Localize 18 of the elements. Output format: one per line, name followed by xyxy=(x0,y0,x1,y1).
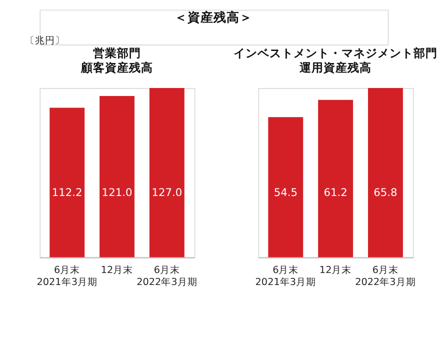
x-tick-label: 6月末 2021年3月期 xyxy=(36,264,98,288)
chart-subtitle: 顧客資産残高 xyxy=(80,60,154,75)
chart-subtitle: 運用資産残高 xyxy=(298,60,372,75)
x-tick-label: 6月末 2021年3月期 xyxy=(255,264,316,288)
x-tick-label: 12月末 xyxy=(319,264,352,276)
data-label: 54.5 xyxy=(274,186,298,199)
chart-title: 営業部門 xyxy=(93,46,142,60)
data-label: 121.0 xyxy=(102,186,132,199)
x-tick-label: 12月末 xyxy=(100,264,134,276)
data-label: 112.2 xyxy=(52,186,82,199)
data-label: 65.8 xyxy=(374,186,398,199)
chart-title: インベストメント・マネジメント部門 xyxy=(234,46,438,60)
data-label: 127.0 xyxy=(152,186,182,199)
x-tick-label: 6月末 2022年3月期 xyxy=(355,264,416,288)
text: ＜資産残高＞ xyxy=(174,9,253,24)
data-label: 61.2 xyxy=(324,186,348,199)
text: 〔兆円〕 xyxy=(25,34,66,47)
x-tick-label: 6月末 2022年3月期 xyxy=(136,264,198,288)
